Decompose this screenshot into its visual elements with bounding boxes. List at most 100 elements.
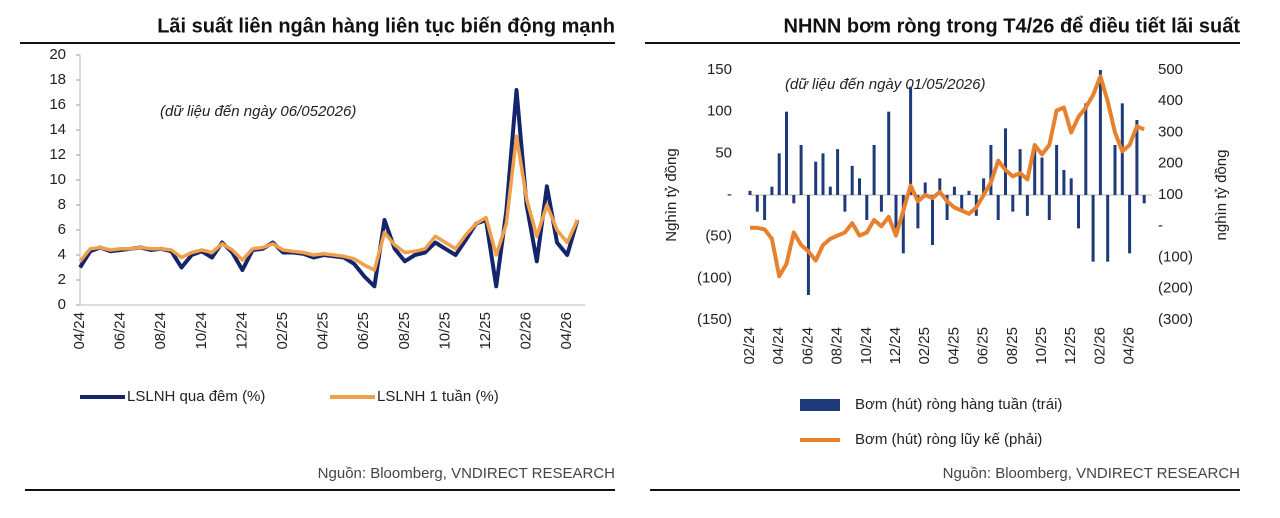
bar xyxy=(1084,103,1088,195)
bar xyxy=(748,190,752,195)
chart-title: Lãi suất liên ngân hàng liên tục biến độ… xyxy=(157,15,615,37)
legend-label: Bơm (hút) ròng lũy kế (phải) xyxy=(855,431,1042,448)
x-tick-label: 02/25 xyxy=(916,327,933,365)
y2-tick-label: 100 xyxy=(1158,186,1183,203)
y-tick-label: 16 xyxy=(49,96,66,113)
bar xyxy=(792,195,796,204)
bar xyxy=(916,195,920,229)
y2-tick-label: (200) xyxy=(1158,280,1193,297)
legend-label: Bơm (hút) ròng hàng tuần (trái) xyxy=(855,396,1062,413)
bar xyxy=(967,190,971,195)
y-tick-label: (150) xyxy=(697,311,732,328)
y2-tick-label: (100) xyxy=(1158,248,1193,265)
bar xyxy=(982,178,986,195)
chart-title: NHNN bơm ròng trong T4/26 để điều tiết l… xyxy=(784,15,1241,37)
x-tick-label: 02/25 xyxy=(274,312,291,350)
legend-swatch xyxy=(800,399,840,411)
x-tick-label: 06/24 xyxy=(112,312,129,350)
y-tick-label: 10 xyxy=(49,171,66,188)
x-tick-label: 10/25 xyxy=(1033,327,1050,365)
y2-tick-label: (300) xyxy=(1158,311,1193,328)
x-tick-label: 08/25 xyxy=(396,312,413,350)
bar xyxy=(828,186,832,195)
bar xyxy=(989,145,993,195)
y2-tick-label: - xyxy=(1158,217,1163,234)
source: Nguồn: Bloomberg, VNDIRECT RESEARCH xyxy=(943,465,1240,482)
bar xyxy=(763,195,767,220)
bar xyxy=(785,111,788,195)
bar xyxy=(799,145,803,195)
annotation: (dữ liệu đến ngày 01/05/2026) xyxy=(785,76,986,93)
bar xyxy=(1055,145,1059,195)
bar xyxy=(931,195,934,245)
y-tick-label: 0 xyxy=(58,296,66,313)
bar xyxy=(1069,178,1073,195)
y2-tick-label: 200 xyxy=(1158,155,1183,172)
bar xyxy=(777,153,781,195)
x-tick-label: 04/25 xyxy=(945,327,962,365)
bar xyxy=(1011,195,1015,212)
chart-panel: NHNN bơm ròng trong T4/26 để điều tiết l… xyxy=(645,15,1241,491)
x-tick-label: 10/24 xyxy=(858,327,875,365)
bar xyxy=(1142,195,1146,204)
bar xyxy=(872,145,876,195)
x-tick-label: 04/26 xyxy=(558,312,575,350)
bar xyxy=(909,86,913,195)
bar xyxy=(960,195,964,212)
bar xyxy=(887,111,891,195)
x-tick-label: 08/24 xyxy=(829,327,846,365)
series-line xyxy=(750,74,1145,279)
chart-panel: Lãi suất liên ngân hàng liên tục biến độ… xyxy=(20,15,615,491)
y-tick-label: 12 xyxy=(49,146,66,163)
bar xyxy=(879,195,883,212)
y2-tick-label: 400 xyxy=(1158,92,1183,109)
x-tick-label: 12/25 xyxy=(1062,327,1079,365)
bar xyxy=(1047,195,1051,220)
y-tick-label: 150 xyxy=(707,61,732,78)
y-tick-label: (50) xyxy=(705,228,732,245)
y-tick-label: 18 xyxy=(49,71,66,88)
bar xyxy=(938,178,942,195)
y2-tick-label: 300 xyxy=(1158,123,1183,140)
x-tick-label: 04/26 xyxy=(1121,327,1138,365)
y2-axis-label: nghìn tỷ đồng xyxy=(1213,150,1230,241)
y-tick-label: 14 xyxy=(49,121,66,138)
x-tick-label: 02/26 xyxy=(518,312,535,350)
bar xyxy=(1025,195,1029,216)
bar xyxy=(1062,170,1066,195)
x-tick-label: 10/24 xyxy=(193,312,210,350)
bar xyxy=(1091,195,1095,262)
x-tick-label: 10/25 xyxy=(436,312,453,350)
y-tick-label: 2 xyxy=(58,271,66,288)
bar xyxy=(770,186,774,195)
x-tick-label: 04/24 xyxy=(71,312,88,350)
bar xyxy=(1135,120,1139,195)
x-tick-label: 12/25 xyxy=(477,312,494,350)
x-tick-label: 08/25 xyxy=(1004,327,1021,365)
y-tick-label: 100 xyxy=(707,103,732,120)
x-tick-label: 04/25 xyxy=(315,312,332,350)
x-tick-label: 02/26 xyxy=(1091,327,1108,365)
bar xyxy=(814,161,818,195)
y-tick-label: 8 xyxy=(58,196,66,213)
x-tick-label: 04/24 xyxy=(770,327,787,365)
bar xyxy=(1040,157,1044,195)
y-tick-label: 4 xyxy=(58,246,66,263)
series-line xyxy=(78,134,579,272)
bar xyxy=(894,195,898,229)
x-tick-label: 12/24 xyxy=(233,312,250,350)
x-tick-label: 12/24 xyxy=(887,327,904,365)
bar xyxy=(850,165,854,195)
bar xyxy=(952,186,956,195)
bar xyxy=(843,195,847,212)
bar xyxy=(865,195,869,220)
bar xyxy=(1004,128,1007,195)
legend-label: LSLNH qua đêm (%) xyxy=(127,388,265,405)
bar xyxy=(755,195,759,212)
x-tick-label: 02/24 xyxy=(741,327,758,365)
y-axis-label: Nghìn tỷ đồng xyxy=(663,148,680,241)
bar xyxy=(858,178,861,195)
source: Nguồn: Bloomberg, VNDIRECT RESEARCH xyxy=(318,465,615,482)
y-tick-label: 6 xyxy=(58,221,66,238)
